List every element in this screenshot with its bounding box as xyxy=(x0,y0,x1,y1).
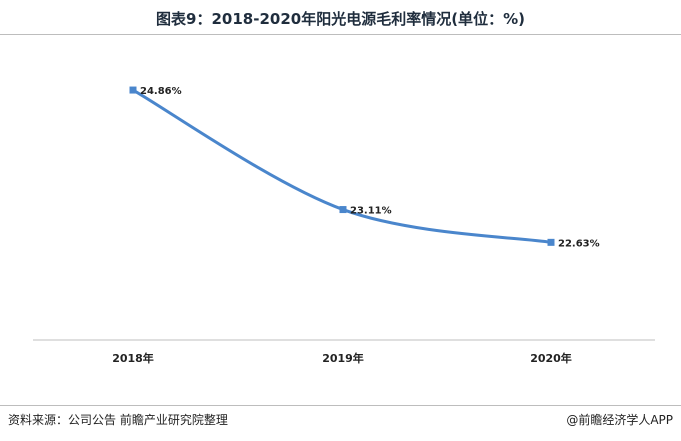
data-point-3 xyxy=(547,238,555,246)
x-tick-label-1: 2018年 xyxy=(112,351,154,365)
data-label-2: 23.11% xyxy=(350,206,392,217)
brand-credit: @前瞻经济学人APP xyxy=(566,413,673,427)
data-point-2 xyxy=(339,206,347,214)
bottom-divider xyxy=(0,405,681,406)
source-note: 资料来源：公司公告 前瞻产业研究院整理 xyxy=(8,413,228,427)
data-point-1 xyxy=(129,86,137,94)
chart-title: 图表9：2018-2020年阳光电源毛利率情况(单位：%) xyxy=(156,10,525,28)
top-divider xyxy=(0,34,681,35)
x-tick-label-3: 2020年 xyxy=(530,351,572,365)
data-label-3: 22.63% xyxy=(558,238,600,249)
data-label-1: 24.86% xyxy=(140,86,182,97)
series-line xyxy=(131,88,553,244)
x-tick-label-2: 2019年 xyxy=(322,351,364,365)
